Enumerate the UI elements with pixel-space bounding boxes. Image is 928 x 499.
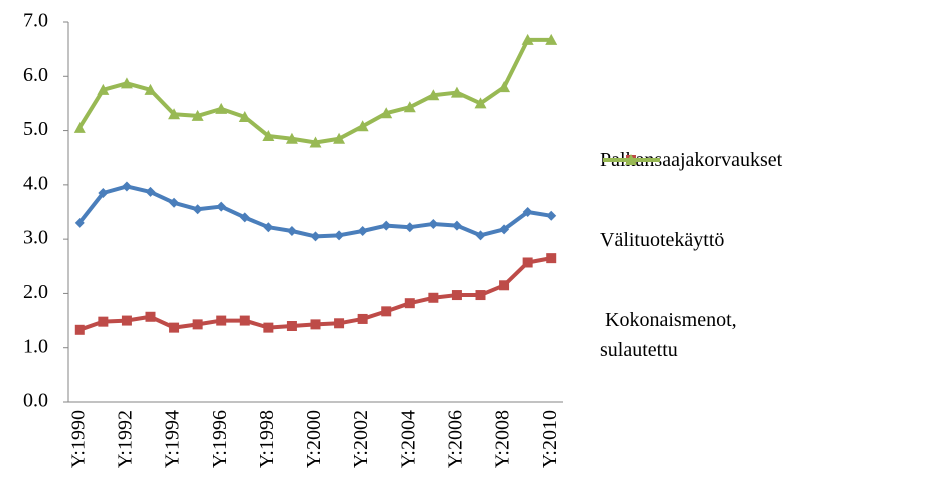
y-tick-label: 1.0	[23, 335, 48, 357]
x-tick-label: Y:2006	[445, 410, 467, 468]
legend-marker	[625, 154, 637, 165]
y-tick-label: 2.0	[23, 281, 48, 303]
y-tick-label: 0.0	[23, 390, 48, 412]
marker	[73, 121, 86, 133]
marker	[522, 207, 533, 217]
marker	[381, 306, 392, 317]
marker	[451, 290, 462, 301]
marker	[215, 102, 228, 114]
marker	[546, 210, 557, 221]
marker	[451, 220, 462, 231]
marker	[450, 86, 463, 98]
marker	[121, 315, 132, 326]
marker	[427, 89, 440, 101]
x-tick-label: Y:1992	[115, 410, 137, 468]
marker	[239, 315, 250, 326]
series	[74, 253, 557, 335]
x-tick-label: Y:1994	[162, 410, 184, 468]
marker	[216, 315, 227, 326]
marker	[263, 322, 274, 333]
marker	[216, 201, 227, 212]
marker	[168, 108, 181, 120]
legend-symbol	[625, 154, 637, 165]
marker	[334, 230, 345, 241]
x-tick-label: Y:2004	[397, 410, 419, 468]
legend-swatch	[603, 154, 660, 165]
marker	[286, 321, 297, 331]
x-tick-label: Y:1990	[67, 410, 89, 468]
marker	[192, 204, 203, 215]
x-tick-label: Y:2002	[350, 410, 372, 468]
marker	[192, 319, 203, 330]
y-tick-label: 6.0	[23, 64, 48, 86]
marker	[145, 186, 156, 197]
marker	[357, 226, 368, 236]
y-tick-label: 7.0	[23, 10, 48, 32]
marker	[357, 313, 368, 324]
marker	[428, 292, 439, 303]
marker	[380, 107, 393, 119]
marker	[499, 224, 510, 235]
marker	[74, 217, 85, 228]
marker	[545, 33, 558, 45]
series	[73, 33, 558, 148]
series	[74, 181, 557, 242]
marker	[404, 298, 415, 309]
marker	[309, 136, 322, 148]
legend: Palkansaajakorvaukset Välituotekäyttö Kok…	[600, 140, 920, 380]
marker	[144, 83, 157, 95]
marker	[475, 290, 486, 301]
marker	[521, 33, 534, 45]
marker	[238, 111, 251, 122]
marker	[74, 324, 85, 335]
marker	[404, 222, 415, 233]
x-tick-label: Y:2000	[303, 410, 325, 468]
marker	[239, 212, 250, 223]
x-tick-label: Y:2008	[492, 410, 514, 468]
x-tick-label: Y:1996	[209, 410, 231, 468]
marker	[310, 231, 321, 242]
marker	[120, 77, 133, 89]
marker	[333, 132, 346, 144]
y-tick-label: 5.0	[23, 118, 48, 140]
marker	[475, 230, 486, 241]
marker	[522, 257, 533, 268]
marker	[499, 280, 510, 291]
marker	[191, 109, 204, 121]
marker	[169, 197, 180, 208]
legend-label: Palkansaajakorvaukset	[600, 149, 783, 171]
marker	[121, 181, 132, 192]
y-tick-label: 3.0	[23, 227, 48, 249]
marker	[381, 220, 392, 231]
legend-item: Välituotekäyttö	[600, 155, 920, 300]
marker	[262, 130, 275, 141]
marker	[169, 322, 180, 333]
marker	[263, 222, 274, 233]
marker	[546, 253, 557, 264]
y-tick-label: 4.0	[23, 172, 48, 194]
marker	[310, 319, 321, 330]
marker	[334, 318, 345, 329]
marker	[403, 101, 416, 113]
x-tick-label: Y:1998	[256, 410, 278, 468]
marker	[98, 188, 109, 198]
marker	[286, 226, 297, 236]
marker	[474, 97, 487, 109]
marker	[356, 120, 369, 132]
marker	[498, 81, 511, 93]
marker	[285, 132, 298, 144]
legend-label: Välituotekäyttö	[600, 229, 725, 251]
marker	[428, 218, 439, 229]
marker	[97, 83, 110, 95]
x-tick-label: Y:2010	[539, 410, 561, 468]
legend-label: Kokonaismenot, sulautettu	[600, 309, 742, 361]
marker	[98, 316, 109, 327]
legend-item: Kokonaismenot, sulautettu	[600, 154, 920, 380]
marker	[145, 311, 156, 322]
